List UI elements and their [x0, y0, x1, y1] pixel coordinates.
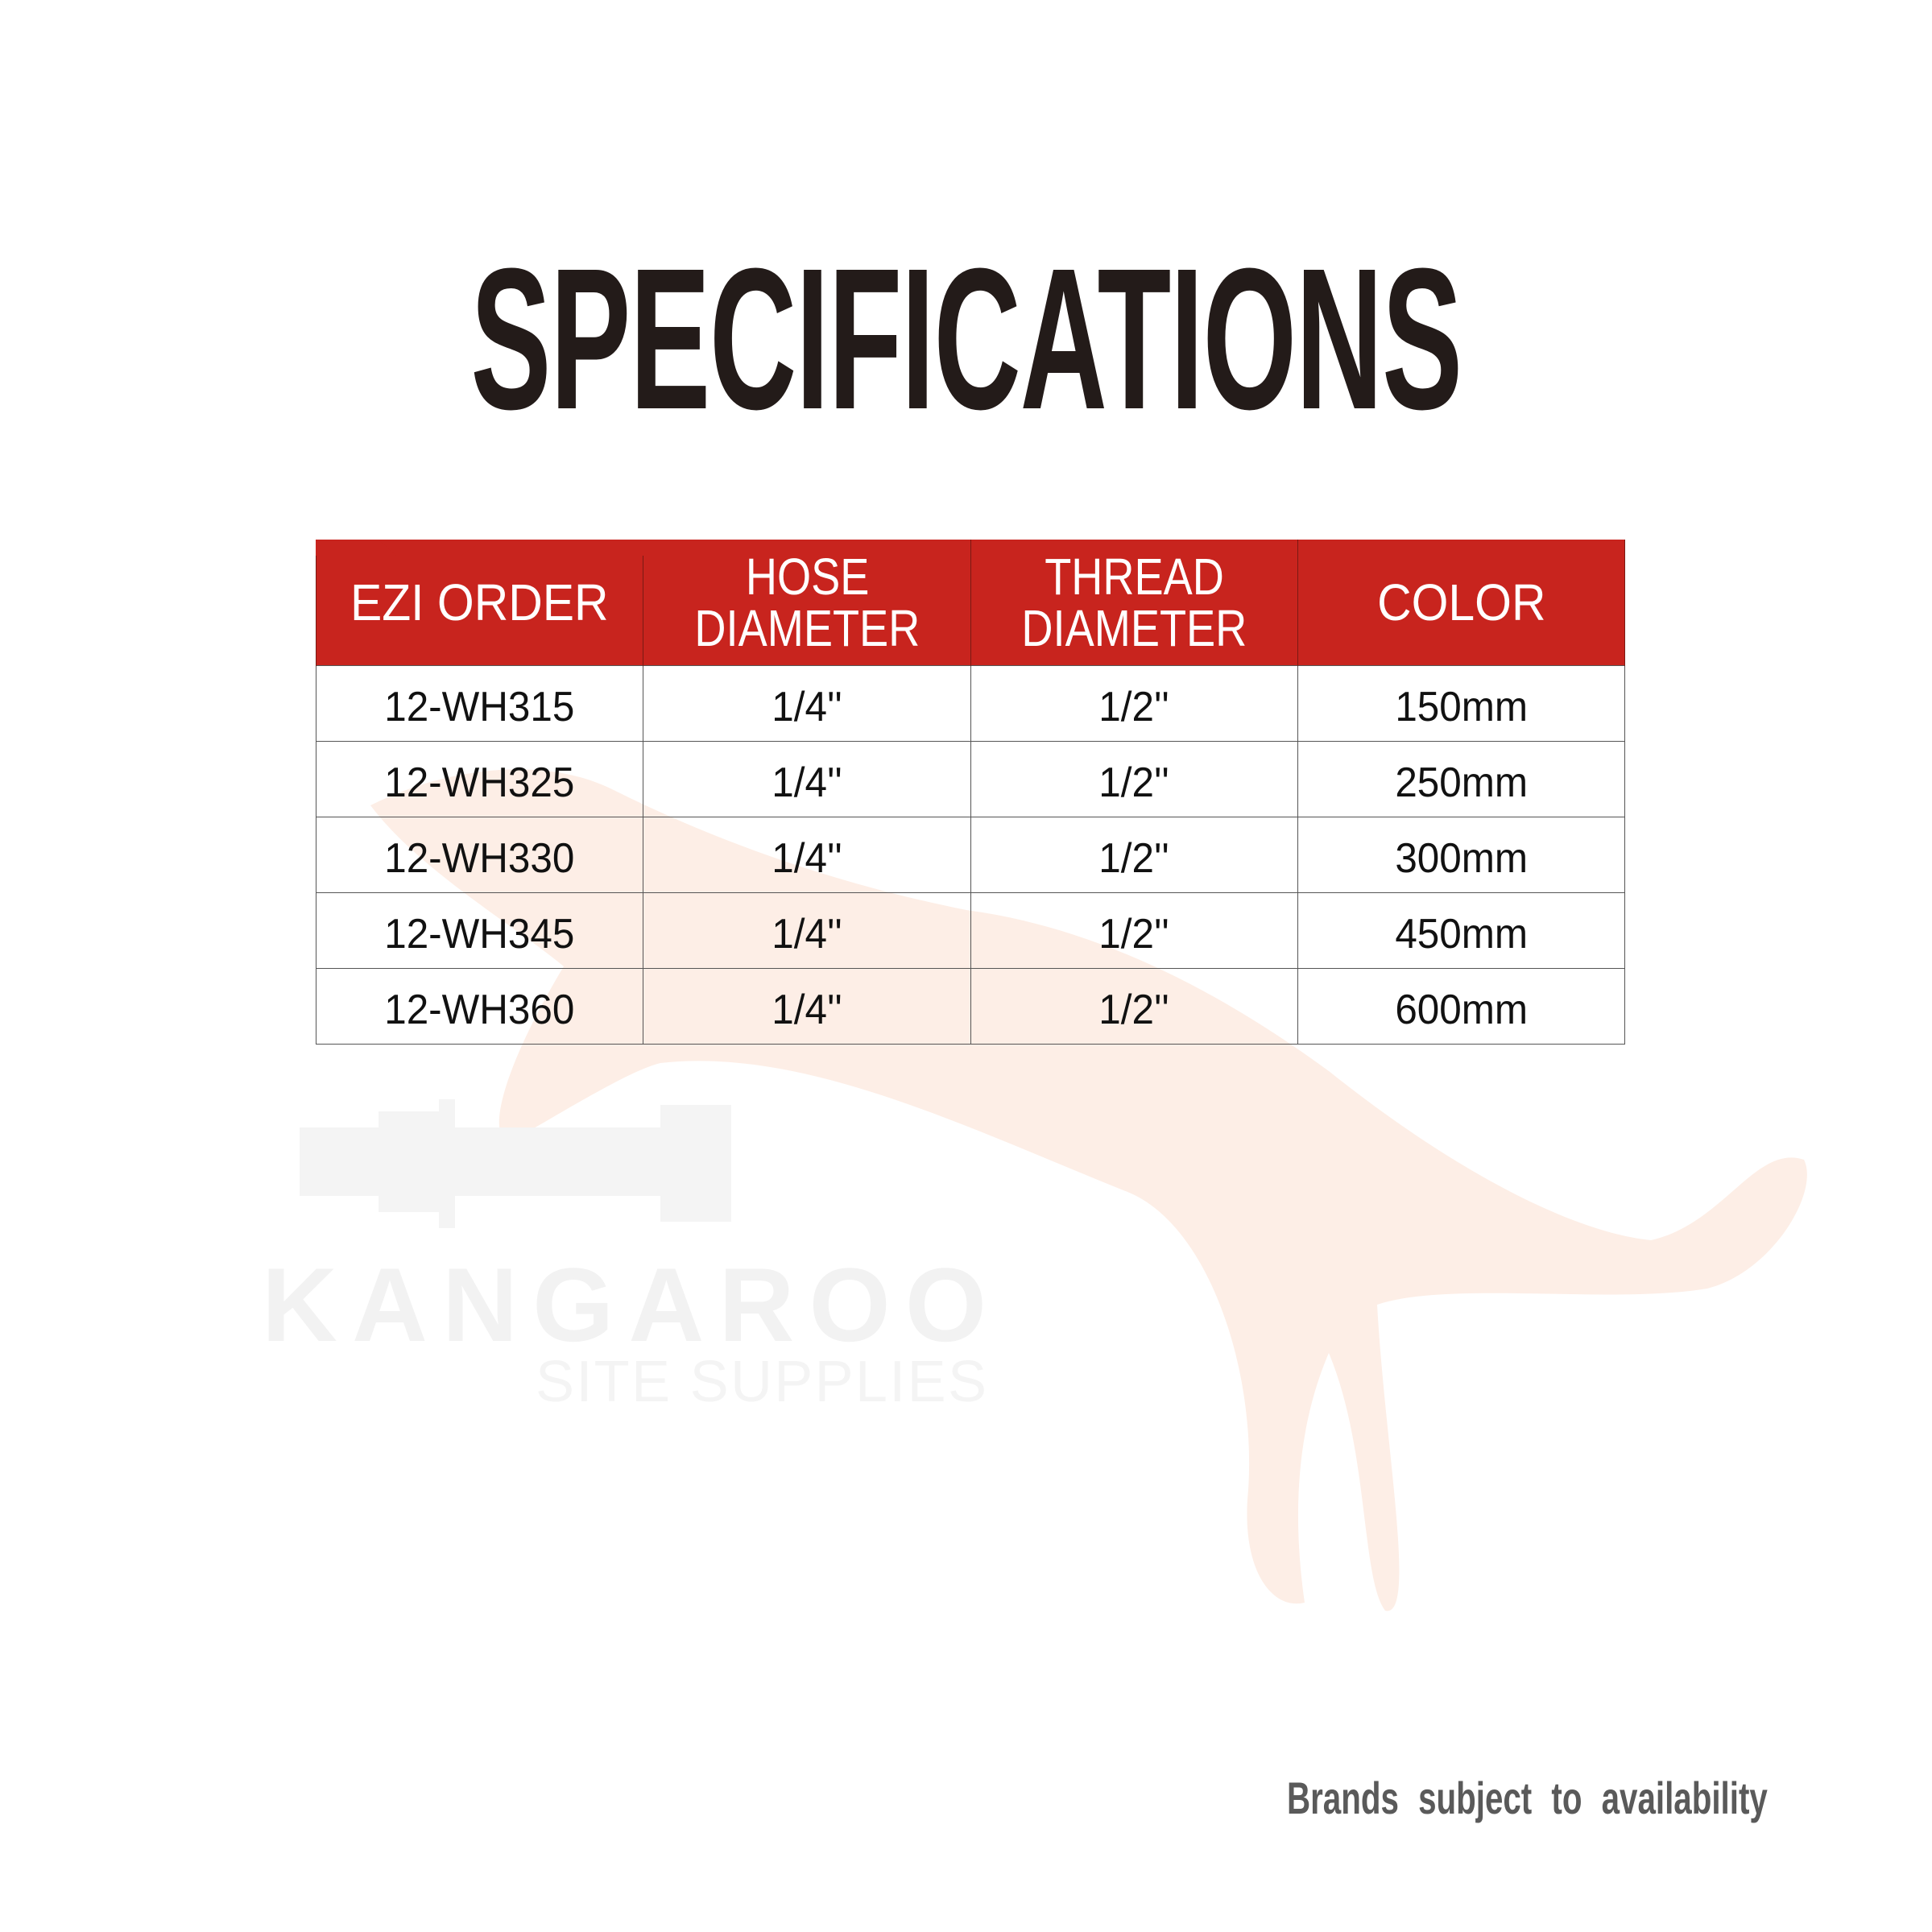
cell-text: 1/4''	[772, 834, 842, 882]
header-hose-diameter: HOSE DIAMETER	[643, 540, 971, 666]
cell-text: 1/2''	[1098, 759, 1169, 806]
cell-ezi-order: 12-WH330	[315, 817, 644, 893]
page-title: SPECIFICATIONS	[470, 226, 1462, 451]
cell-text: 600mm	[1395, 986, 1528, 1033]
fitting-watermark-icon	[300, 1099, 731, 1228]
cell-thread-diameter: 1/2''	[970, 892, 1298, 969]
cell-text: 12-WH345	[384, 910, 575, 958]
header-label: HOSE DIAMETER	[685, 551, 929, 654]
cell-text: 1/4''	[772, 683, 842, 730]
header-label: THREAD DIAMETER	[1012, 551, 1256, 654]
cell-text: 12-WH315	[384, 683, 575, 730]
cell-ezi-order: 12-WH315	[315, 665, 644, 742]
table-row: 12-WH360 1/4'' 1/2'' 600mm	[315, 968, 1626, 1045]
cell-color: 250mm	[1297, 741, 1626, 817]
table-row: 12-WH315 1/4'' 1/2'' 150mm	[315, 665, 1626, 742]
cell-text: 1/4''	[772, 759, 842, 806]
cell-text: 450mm	[1395, 910, 1528, 958]
header-line2: DIAMETER	[1021, 599, 1247, 657]
specifications-table: EZI ORDER HOSE DIAMETER THREAD DIAMETER CO…	[315, 540, 1626, 1045]
header-line2: DIAMETER	[693, 599, 920, 657]
table-row: 12-WH330 1/4'' 1/2'' 300mm	[315, 817, 1626, 893]
watermark-tagline: SITE SUPPLIES	[536, 1350, 987, 1414]
watermark-brand: KANGAROO	[262, 1246, 987, 1363]
cell-thread-diameter: 1/2''	[970, 741, 1298, 817]
cell-text: 1/2''	[1098, 910, 1169, 958]
cell-text: 300mm	[1395, 834, 1528, 882]
header-line1: HOSE	[745, 548, 869, 606]
availability-note: Brands subject to availability	[1287, 1773, 1768, 1823]
cell-text: 1/2''	[1098, 986, 1169, 1033]
cell-color: 150mm	[1297, 665, 1626, 742]
cell-hose-diameter: 1/4''	[643, 817, 971, 893]
cell-text: 250mm	[1395, 759, 1528, 806]
table-row: 12-WH345 1/4'' 1/2'' 450mm	[315, 892, 1626, 969]
cell-hose-diameter: 1/4''	[643, 892, 971, 969]
cell-text: 1/4''	[772, 986, 842, 1033]
header-label: EZI ORDER	[350, 573, 609, 631]
cell-color: 450mm	[1297, 892, 1626, 969]
cell-hose-diameter: 1/4''	[643, 741, 971, 817]
cell-text: 1/4''	[772, 910, 842, 958]
cell-text: 150mm	[1395, 683, 1528, 730]
cell-thread-diameter: 1/2''	[970, 817, 1298, 893]
table-header-row: EZI ORDER HOSE DIAMETER THREAD DIAMETER CO…	[315, 540, 1626, 666]
cell-text: 12-WH325	[384, 759, 575, 806]
cell-thread-diameter: 1/2''	[970, 665, 1298, 742]
cell-hose-diameter: 1/4''	[643, 665, 971, 742]
header-ezi-order: EZI ORDER	[315, 540, 644, 666]
cell-ezi-order: 12-WH345	[315, 892, 644, 969]
cell-color: 300mm	[1297, 817, 1626, 893]
cell-text: 12-WH330	[384, 834, 575, 882]
cell-thread-diameter: 1/2''	[970, 968, 1298, 1045]
cell-ezi-order: 12-WH360	[315, 968, 644, 1045]
cell-text: 1/2''	[1098, 683, 1169, 730]
header-label: COLOR	[1376, 573, 1546, 631]
cell-text: 12-WH360	[384, 986, 575, 1033]
cell-color: 600mm	[1297, 968, 1626, 1045]
table-row: 12-WH325 1/4'' 1/2'' 250mm	[315, 741, 1626, 817]
header-color: COLOR	[1297, 540, 1626, 666]
header-thread-diameter: THREAD DIAMETER	[970, 540, 1298, 666]
header-line1: THREAD	[1044, 548, 1224, 606]
cell-hose-diameter: 1/4''	[643, 968, 971, 1045]
cell-text: 1/2''	[1098, 834, 1169, 882]
header-tab-notch	[316, 532, 654, 556]
cell-ezi-order: 12-WH325	[315, 741, 644, 817]
